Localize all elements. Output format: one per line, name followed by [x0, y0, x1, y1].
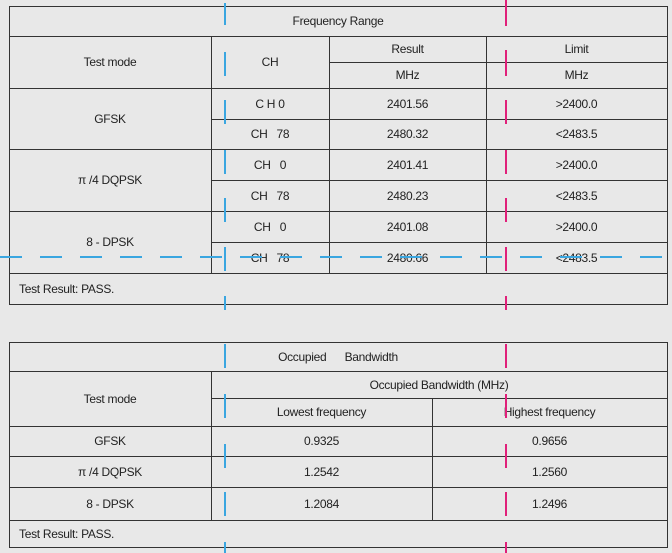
result-cell: 2480.32 [386, 127, 429, 141]
lowest-cell: 1.2542 [304, 464, 339, 479]
table-title: Frequency Range [292, 14, 384, 28]
header-lowest: Lowest frequency [276, 405, 367, 419]
result-cell: 2401.08 [386, 219, 429, 234]
result-cell: 2401.56 [386, 96, 429, 111]
mode-cell: π /4 DQPSK [78, 173, 142, 187]
ch-cell: CH 78 [250, 188, 290, 203]
header-test-mode: Test mode [83, 55, 137, 69]
result-cell: 2480.23 [386, 188, 429, 203]
mode-cell: π /4 DQPSK [78, 464, 142, 479]
header-occupied-bandwidth: Occupied Bandwidth (MHz) [369, 377, 509, 392]
mode-cell: 8 - DPSK [86, 496, 134, 511]
limit-cell: <2483.5 [555, 188, 598, 203]
result-cell: 2401.41 [386, 157, 429, 172]
mode-cell: 8 - DPSK [86, 235, 134, 249]
mode-cell: GFSK [94, 434, 126, 448]
header-limit-unit: MHz [564, 68, 589, 82]
limit-cell: >2400.0 [555, 157, 598, 172]
test-result: Test Result: PASS. [19, 281, 115, 296]
header-result: Result [391, 42, 424, 56]
limit-cell: >2400.0 [555, 96, 598, 111]
ch-cell: C H 0 [255, 96, 285, 111]
highest-cell: 1.2496 [532, 496, 567, 511]
lowest-cell: 1.2084 [304, 496, 339, 511]
ch-cell: CH 78 [250, 127, 290, 141]
test-result: Test Result: PASS. [19, 526, 115, 541]
mode-cell: GFSK [94, 111, 126, 126]
highest-cell: 1.2560 [532, 464, 567, 479]
limit-cell: >2400.0 [555, 219, 598, 234]
header-limit: Limit [564, 42, 589, 56]
header-test-mode: Test mode [83, 391, 137, 406]
ch-cell: CH 0 [253, 219, 287, 234]
lowest-cell: 0.9325 [304, 434, 339, 448]
ch-cell: CH 0 [253, 157, 287, 172]
highest-cell: 0.9656 [532, 434, 567, 448]
limit-cell: <2483.5 [555, 127, 598, 141]
table-title: Occupied Bandwidth [278, 349, 398, 364]
header-ch: CH [261, 55, 279, 69]
header-result-unit: MHz [395, 68, 420, 82]
header-highest: Highest frequency [503, 405, 596, 419]
